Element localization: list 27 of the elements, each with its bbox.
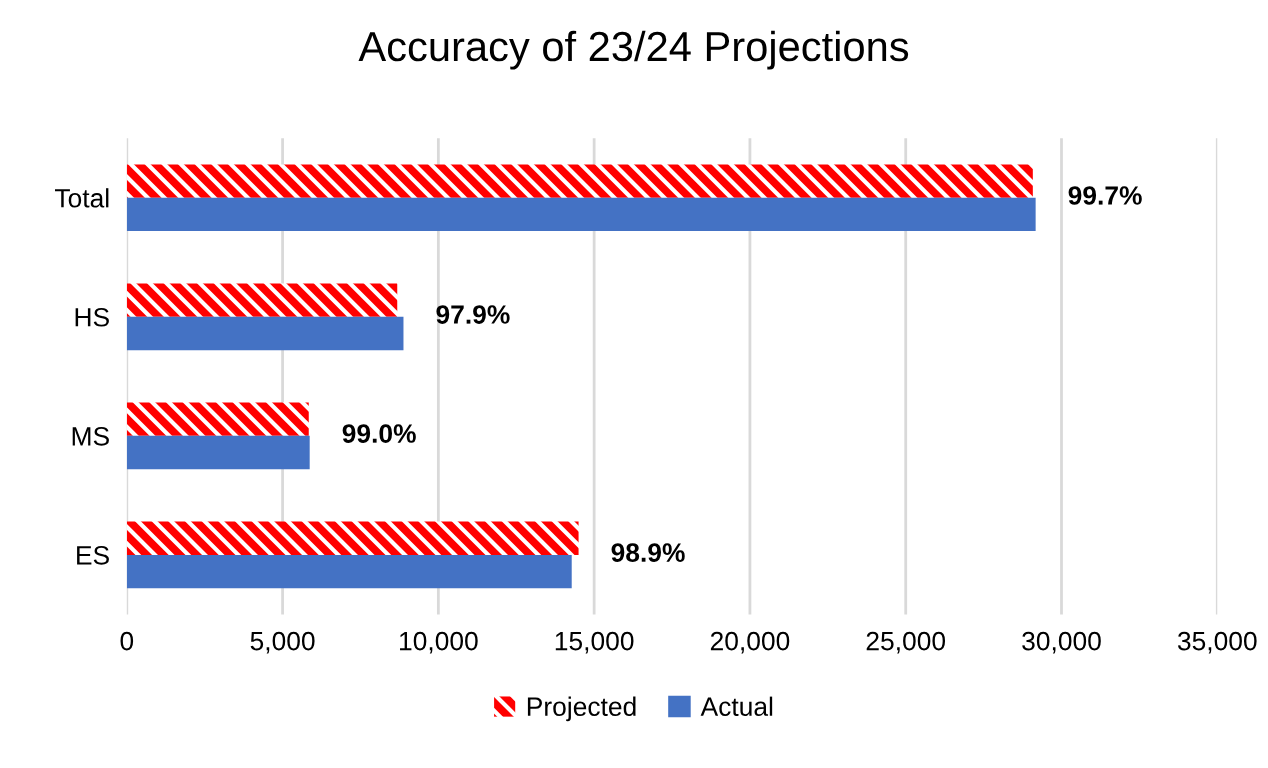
bar bbox=[126, 197, 1036, 232]
annotation: 99.0% bbox=[342, 424, 416, 443]
chart-title: Accuracy of 23/24 Projections bbox=[358, 30, 909, 70]
bar bbox=[126, 316, 404, 351]
bar bbox=[126, 283, 398, 317]
x-tick-label: 20,000 bbox=[710, 631, 790, 654]
x-tick-label: 15,000 bbox=[555, 631, 634, 654]
x-tick-label: 25,000 bbox=[866, 631, 946, 654]
x-tick-label: 0 bbox=[120, 631, 134, 651]
bar bbox=[126, 435, 310, 470]
annotation: 99.7% bbox=[1068, 186, 1142, 205]
y-tick-label: ES bbox=[77, 546, 109, 565]
x-tick-label: 5,000 bbox=[250, 631, 315, 654]
y-tick-label: HS bbox=[75, 307, 109, 327]
bar bbox=[126, 554, 572, 589]
legend-label: Projected bbox=[527, 696, 636, 722]
x-tick-label: 10,000 bbox=[400, 631, 478, 654]
annotation: 97.9% bbox=[436, 305, 510, 324]
annotation: 98.9% bbox=[611, 543, 685, 562]
bar bbox=[126, 521, 579, 555]
bar bbox=[126, 402, 309, 436]
x-tick-label: 35,000 bbox=[1177, 631, 1257, 654]
x-tick-label: 30,000 bbox=[1022, 631, 1101, 654]
legend-label: Actual bbox=[700, 696, 773, 716]
y-tick-label: MS bbox=[72, 426, 109, 446]
bar bbox=[126, 164, 1033, 198]
y-tick-label: Total bbox=[55, 188, 109, 208]
